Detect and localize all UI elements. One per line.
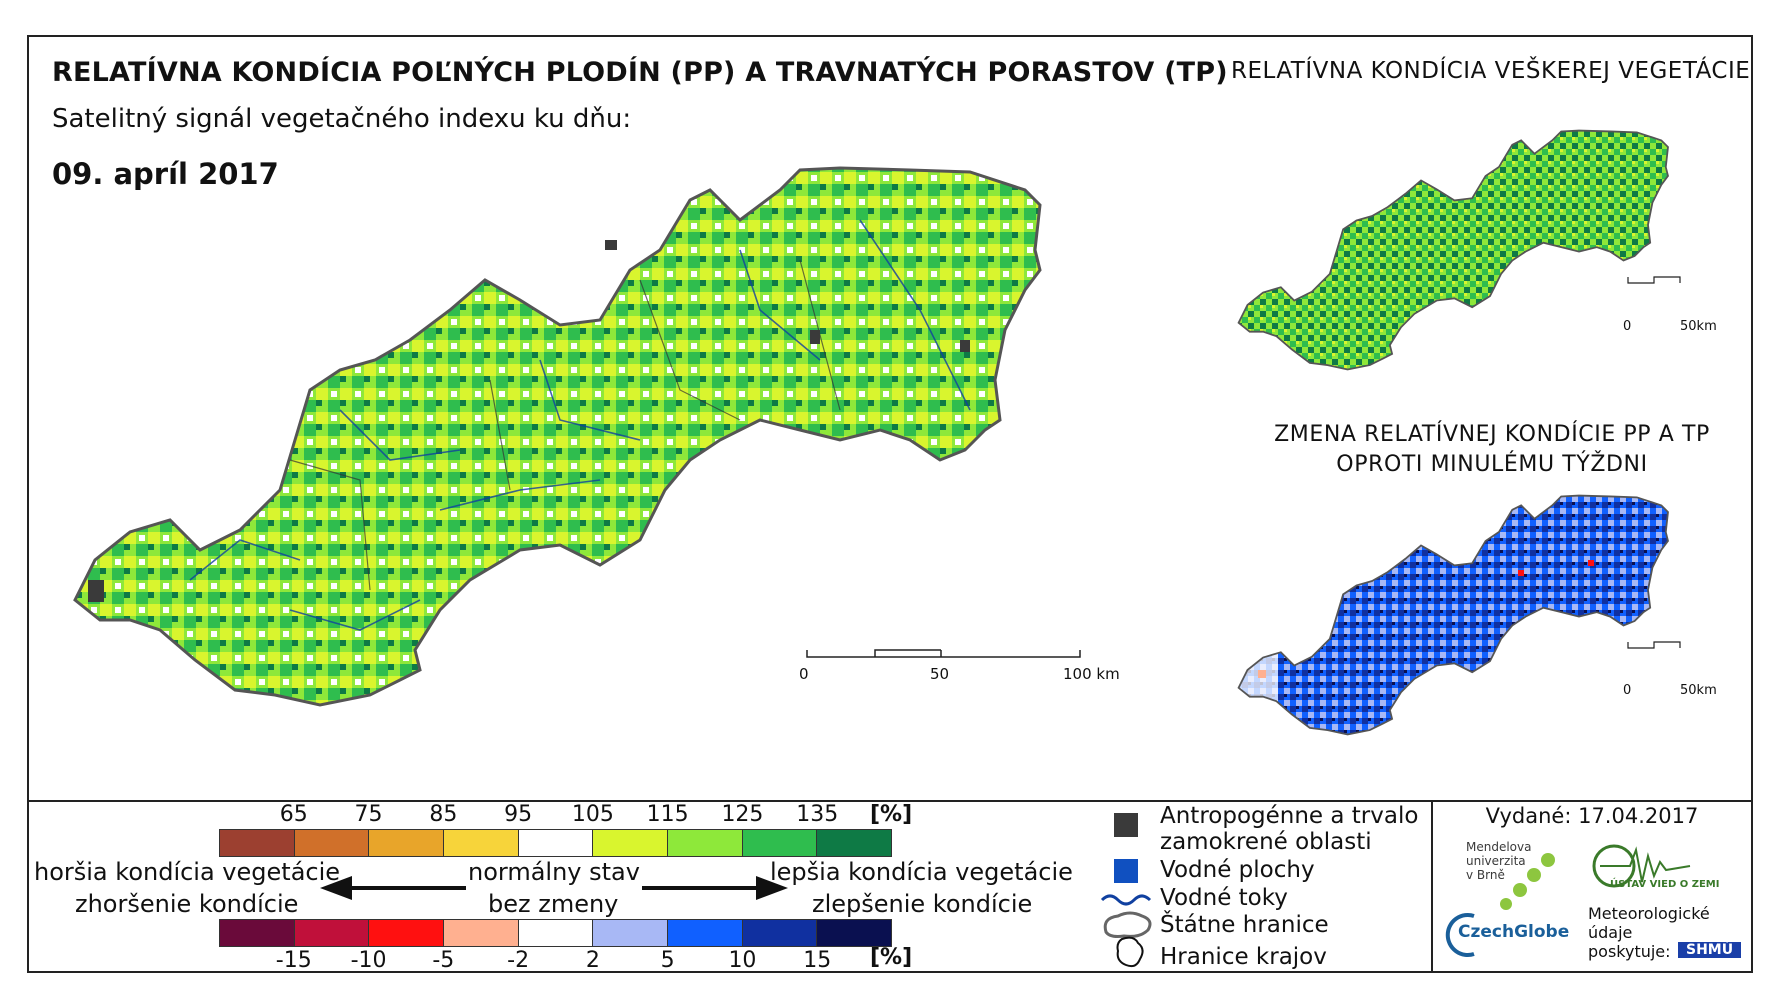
condition-tick-3: 95 [504, 802, 533, 827]
condition-swatch-8 [817, 830, 892, 856]
main-scalebar-label-50: 50 [930, 665, 949, 683]
change-tick-4: 2 [585, 948, 600, 973]
change-swatch-3 [444, 920, 519, 946]
change-scalebar [1627, 641, 1681, 649]
region-border-icon [1116, 936, 1144, 968]
map-date: 09. apríl 2017 [52, 157, 279, 191]
change-tick-5: 5 [660, 948, 675, 973]
legend-divider [27, 800, 1753, 802]
issued-date: Vydané: 17.04.2017 [1485, 804, 1699, 828]
condition-tick-7: 135 [796, 802, 839, 827]
water-area-swatch-icon [1114, 859, 1138, 883]
change-swatch-6 [668, 920, 743, 946]
condition-tick-0: 65 [279, 802, 308, 827]
shmu-logo: SHMÚ [1678, 942, 1742, 958]
change-tick-3: -2 [507, 948, 530, 973]
mendel-logo-text: Mendelova univerzita v Brně [1466, 840, 1532, 882]
main-map [73, 166, 1042, 707]
worse-change-label: zhoršenie kondície [75, 890, 299, 918]
logo-divider [1431, 800, 1433, 973]
normal-label: normálny stav [468, 858, 640, 886]
subtitle: Satelitný signál vegetačného indexu ku d… [52, 104, 632, 134]
condition-swatch-5 [593, 830, 669, 856]
change-swatch-4 [518, 920, 594, 946]
condition-unit: [%] [870, 802, 913, 827]
change-unit: [%] [870, 945, 913, 970]
condition-swatch-3 [444, 830, 519, 856]
better-change-label: zlepšenie kondície [812, 890, 1033, 918]
condition-tick-4: 105 [571, 802, 614, 827]
no-change-label: bez zmeny [488, 890, 619, 918]
change-map: 0 50km [1236, 493, 1717, 737]
change-tick-2: -5 [432, 948, 455, 973]
water-areas-label: Vodné plochy [1160, 857, 1315, 883]
condition-tick-6: 125 [721, 802, 764, 827]
change-tick-7: 15 [803, 948, 832, 973]
change-scalebar-label-50: 50km [1680, 683, 1717, 698]
change-tick-6: 10 [728, 948, 757, 973]
left-arrow-icon [320, 876, 466, 900]
condition-swatch-6 [668, 830, 743, 856]
change-swatch-8 [817, 920, 892, 946]
uvoz-logo-icon [1592, 844, 1691, 888]
condition-color-bar [219, 829, 892, 857]
condition-tick-2: 85 [429, 802, 458, 827]
czechglobe-logo-icon [1445, 913, 1475, 957]
overview-map: 0 50km [1236, 128, 1717, 372]
change-swatch-5 [593, 920, 669, 946]
anthro-label: Antropogénne a trvalo zamokrené oblasti [1160, 803, 1419, 855]
anthro-swatch-icon [1114, 813, 1138, 837]
state-border-icon [1103, 911, 1152, 938]
change-map-title: ZMENA RELATÍVNEJ KONDÍCIE PP A TP OPROTI… [1274, 422, 1710, 477]
change-color-bar [219, 919, 892, 947]
worse-condition-label: horšia kondícia vegetácie [34, 858, 341, 886]
uvoz-logo: ÚSTAV VIED O ZEMI [1610, 879, 1720, 890]
condition-swatch-7 [742, 830, 818, 856]
change-swatch-7 [742, 920, 818, 946]
overview-scalebar [1627, 276, 1681, 284]
czechglobe-logo: CzechGlobe [1458, 922, 1570, 942]
water-streams-label: Vodné toky [1160, 885, 1288, 911]
condition-swatch-4 [518, 830, 594, 856]
meteo-provider-text: Meteorologické údaje poskytuje: [1588, 904, 1710, 961]
main-scalebar: 0 50 100 km [799, 649, 1120, 683]
change-tick-0: -15 [275, 948, 312, 973]
main-scalebar-label-100: 100 km [1063, 665, 1120, 683]
condition-swatch-1 [294, 830, 370, 856]
overview-scalebar-label-50: 50km [1680, 319, 1717, 334]
overview-scalebar-label-0: 0 [1623, 319, 1631, 334]
mendel-dots-icon [1500, 853, 1555, 910]
change-tick-1: -10 [350, 948, 387, 973]
condition-tick-5: 115 [646, 802, 689, 827]
change-scalebar-label-0: 0 [1623, 683, 1631, 698]
main-scalebar-label-0: 0 [799, 665, 809, 683]
condition-swatch-0 [220, 830, 295, 856]
water-stream-icon [1100, 894, 1152, 906]
condition-swatch-2 [369, 830, 445, 856]
better-condition-label: lepšia kondícia vegetácie [770, 858, 1073, 886]
change-swatch-2 [369, 920, 445, 946]
region-borders-label: Hranice krajov [1160, 944, 1327, 970]
page-title: RELATÍVNA KONDÍCIA POĽNÝCH PLODÍN (PP) A… [52, 57, 1228, 88]
right-arrow-icon [642, 876, 788, 900]
state-borders-label: Štátne hranice [1160, 912, 1329, 938]
condition-tick-1: 75 [354, 802, 383, 827]
overview-title: RELATÍVNA KONDÍCIA VEŠKEREJ VEGETÁCIE [1231, 58, 1751, 84]
change-swatch-1 [294, 920, 370, 946]
change-swatch-0 [220, 920, 295, 946]
